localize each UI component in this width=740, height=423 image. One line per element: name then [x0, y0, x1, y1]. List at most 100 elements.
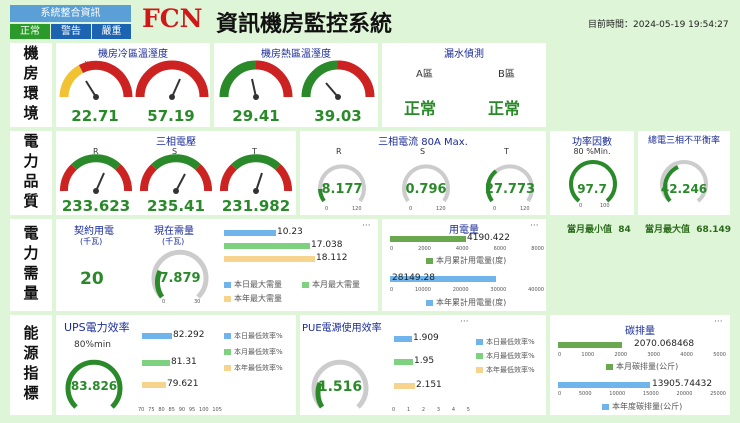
ups-bar-year-value: 79.621: [167, 379, 199, 389]
pue-legend-day: 本日最低效率%: [476, 337, 535, 347]
status-tab-warning[interactable]: 警告: [51, 24, 91, 39]
ups-value: 83.826: [70, 379, 118, 393]
hot-temp-gauge: [219, 60, 293, 100]
pue-tick: 1: [406, 407, 411, 413]
current-demand-gauge: [151, 249, 209, 299]
carbon-year-tick: 20000: [676, 391, 693, 397]
pue-legend-year-text: 本年最低效率%: [486, 366, 535, 374]
usage-year-tick: 40000: [528, 287, 544, 293]
carbon-menu-icon[interactable]: ···: [714, 317, 723, 327]
current-title: 三相電流 80A Max.: [378, 137, 468, 148]
ups-tick: 90: [178, 407, 186, 413]
page-title: 資訊機房監控系統: [216, 12, 393, 37]
carbon-month-tick: 4000: [680, 352, 693, 358]
ups-legend-month: 本月最低效率%: [224, 347, 283, 357]
carbon-month-tick: 3000: [647, 352, 661, 358]
demand-legend-year-text: 本年最大需量: [234, 294, 282, 303]
current-t-gauge: [485, 164, 534, 203]
contract-label: 契約用電: [74, 226, 114, 237]
pue-legend-month: 本月最低效率%: [476, 351, 535, 361]
ups-legend-year: 本年最低效率%: [224, 363, 283, 373]
usage-month-legend-text: 本月累計用電量(度): [436, 256, 507, 265]
section-env: 機房環境: [10, 43, 52, 127]
cold-zone-card: 機房冷區溫溼度 溫度 濕度 22.71 57.19: [56, 43, 210, 127]
unbalance-gauge: [660, 160, 708, 203]
pue-bar-year: [394, 383, 415, 389]
pf-gauge-min: 0: [579, 203, 583, 209]
carbon-year-tick: 15000: [642, 391, 659, 397]
section-power-quality-label: 電力品質: [21, 133, 40, 213]
demand-menu-icon[interactable]: ···: [362, 221, 371, 231]
current-t-max: 120: [520, 206, 530, 212]
ups-tick: 85: [168, 407, 175, 413]
pue-bar-day: [394, 336, 412, 342]
ups-axis: 70 75 80 85 90 95 100 105: [138, 407, 222, 413]
current-demand-label: 現在需量: [154, 226, 194, 237]
usage-card: 用電量 ··· 4190.422 0 2000 4000 6000 8000 本月累計用…: [382, 219, 546, 311]
pue-tick: 5: [466, 407, 470, 413]
status-tab-normal[interactable]: 正常: [10, 24, 50, 39]
carbon-year-legend-text: 本年度碳排量(公斤): [612, 402, 683, 411]
usage-month-tick: 0: [390, 246, 394, 252]
current-r-max: 120: [352, 206, 362, 212]
demand-bar-month: [224, 243, 310, 249]
ups-bar-day: [142, 333, 172, 339]
carbon-year-tick: 10000: [609, 391, 626, 397]
usage-year-legend-text: 本年累計用電量(度): [436, 298, 507, 307]
current-r-value: 8.177: [321, 182, 363, 197]
current-t-label: T: [504, 147, 509, 156]
voltage-card: 三相電壓 R S T 233.623 235.41 231.982: [56, 131, 296, 215]
pue-legend-day-text: 本日最低效率%: [486, 338, 535, 346]
usage-month-bar: [390, 236, 466, 242]
leak-card: 漏水偵測 A區 B區 正常 正常: [382, 43, 546, 127]
current-r-gauge: [318, 164, 366, 203]
ups-bar-day-value: 82.292: [173, 330, 205, 340]
unbalance-title: 總電三相不平衡率: [647, 136, 720, 146]
ups-legend-month-text: 本月最低效率%: [234, 348, 283, 356]
voltage-s-label: S: [172, 147, 178, 156]
pue-card: PUE電源使用效率 ··· 1.516 1.909 1.95 2.151 0 1 2…: [300, 315, 546, 415]
carbon-month-bar: [558, 342, 622, 348]
time-value: 2024-05-19 19:54:27: [633, 20, 729, 30]
status-tab-critical[interactable]: 嚴重: [92, 24, 131, 39]
current-t-value: 27.773: [484, 182, 536, 197]
demand-legend-year: 本年最大需量: [224, 293, 282, 304]
current-s-label: S: [420, 147, 426, 156]
pf-value: 97.7: [577, 182, 607, 196]
unbalance-card: 總電三相不平衡率 42.246: [638, 131, 730, 215]
usage-year-legend: 本年累計用電量(度): [426, 297, 506, 308]
ups-tick: 70: [138, 407, 145, 413]
ups-card: UPS電力效率 80%min 83.826 82.292 81.31 79.62…: [56, 315, 296, 415]
carbon-year-tick: 25000: [710, 391, 726, 397]
current-demand-value: 7.879: [159, 271, 201, 286]
voltage-t-value: 231.982: [221, 197, 291, 215]
usage-year-bar: [390, 276, 496, 282]
current-r-label: R: [336, 147, 342, 156]
ups-tick: 95: [188, 407, 196, 413]
carbon-month-value: 2070.068468: [634, 339, 695, 349]
carbon-month-tick: 1000: [581, 352, 595, 358]
ups-gauge: [65, 359, 123, 409]
usage-year-tick: 20000: [452, 287, 469, 293]
section-env-label: 機房環境: [21, 45, 40, 125]
current-s-max: 120: [436, 206, 446, 212]
unbalance-max-text: 當月最大值: [645, 225, 691, 235]
voltage-s-value: 235.41: [147, 197, 205, 215]
pue-tick: 2: [421, 407, 426, 413]
pue-title: PUE電源使用效率: [302, 323, 382, 334]
current-card: 三相電流 80A Max. R S T 8.177 0.796 27.773 0…: [300, 131, 546, 215]
usage-menu-icon[interactable]: ···: [530, 221, 539, 231]
pue-legend-year: 本年最低效率%: [476, 365, 535, 375]
ups-tick: 75: [148, 407, 155, 413]
voltage-r-value: 233.623: [61, 197, 131, 215]
usage-year-value: 28149.28: [392, 273, 435, 283]
demand-legend-month: 本月最大需量: [302, 279, 360, 290]
demand-legend-month-text: 本月最大需量: [312, 280, 360, 289]
pue-menu-icon[interactable]: ···: [460, 317, 469, 327]
unbalance-max-number: 68.149: [696, 225, 732, 235]
hot-zone-title: 機房熱區溫溼度: [261, 49, 331, 60]
system-label[interactable]: 系統整合資訊: [10, 5, 131, 22]
voltage-t-gauge: [220, 154, 292, 194]
ups-bar-month: [142, 360, 170, 366]
usage-month-value: 4190.422: [467, 233, 510, 243]
